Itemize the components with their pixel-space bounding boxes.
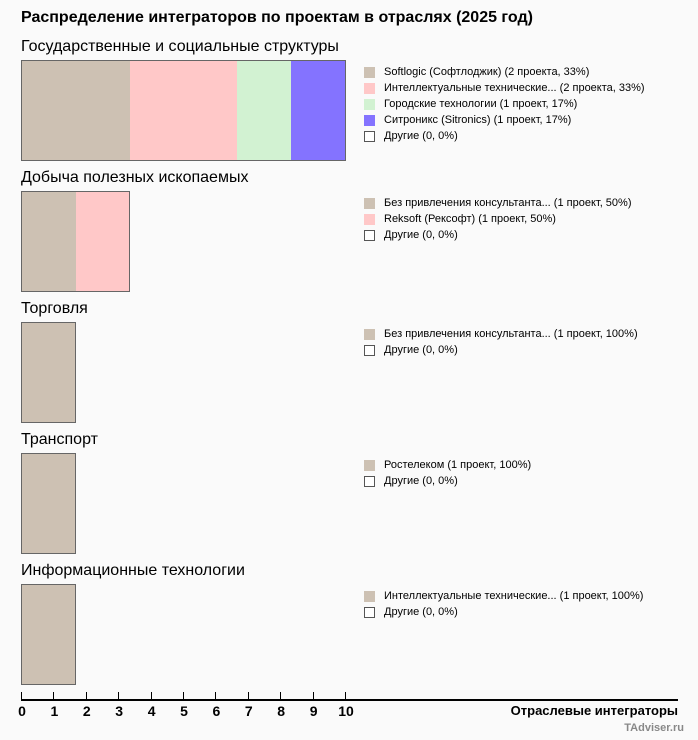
- legend-label: Другие (0, 0%): [384, 606, 458, 618]
- stacked-bar: [21, 584, 76, 685]
- x-tick: [118, 692, 120, 700]
- section-title: Добыча полезных ископаемых: [21, 169, 249, 186]
- legend-swatch: [364, 590, 375, 602]
- x-tick: [215, 692, 217, 700]
- legend-item: Другие (0, 0%): [364, 342, 638, 358]
- legend-item: Без привлечения консультанта... (1 проек…: [364, 326, 638, 342]
- x-tick: [247, 692, 249, 700]
- section-title: Торговля: [21, 300, 88, 317]
- legend-item: Другие (0, 0%): [364, 227, 632, 243]
- legend-label: Другие (0, 0%): [384, 130, 458, 142]
- x-tick: [280, 692, 282, 700]
- legend-label: Ростелеком (1 проект, 100%): [384, 459, 532, 471]
- x-tick: [183, 692, 184, 700]
- section-title: Транспорт: [21, 431, 98, 448]
- x-tick-label: 2: [82, 703, 91, 719]
- chart-title: Распределение интеграторов по проектам в…: [21, 9, 533, 26]
- x-tick-label: 1: [50, 703, 59, 719]
- legend: Интеллектуальные технические... (1 проек…: [364, 588, 643, 620]
- bar-segment[interactable]: [75, 192, 129, 291]
- section-title: Информационные технологии: [21, 562, 245, 579]
- x-tick-label: 3: [115, 703, 124, 719]
- legend-label: Интеллектуальные технические... (2 проек…: [384, 82, 645, 94]
- brand-watermark: TAdviser.ru: [624, 722, 684, 734]
- bar-segment[interactable]: [22, 192, 76, 291]
- legend-label: Softlogic (Софтлоджик) (2 проекта, 33%): [384, 66, 590, 78]
- stacked-bar: [21, 191, 130, 292]
- legend-label: Интеллектуальные технические... (1 проек…: [384, 590, 644, 602]
- legend-swatch: [364, 328, 375, 340]
- legend-swatch: [364, 66, 375, 78]
- legend-item: Ситроникс (Sitronics) (1 проект, 17%): [364, 112, 645, 128]
- legend-item: Softlogic (Софтлоджик) (2 проекта, 33%): [364, 64, 645, 80]
- x-axis: [21, 699, 678, 701]
- x-tick-label: 5: [180, 703, 188, 719]
- x-tick: [312, 692, 314, 700]
- legend-item: Интеллектуальные технические... (2 проек…: [364, 80, 645, 96]
- legend-swatch: [364, 82, 375, 94]
- x-tick-label: 9: [309, 703, 318, 719]
- legend-item: Другие (0, 0%): [364, 604, 643, 620]
- legend-item: Интеллектуальные технические... (1 проек…: [364, 588, 643, 604]
- legend-label: Другие (0, 0%): [384, 475, 458, 487]
- bar-segment[interactable]: [22, 323, 75, 422]
- legend: Ростелеком (1 проект, 100%) Другие (0, 0%…: [364, 457, 531, 489]
- x-tick-label: 8: [277, 703, 286, 719]
- legend-item: Без привлечения консультанта... (1 проек…: [364, 195, 632, 211]
- legend-item: Ростелеком (1 проект, 100%): [364, 457, 531, 473]
- legend-swatch: [364, 344, 375, 356]
- legend-label: Ситроникс (Sitronics) (1 проект, 17%): [384, 114, 572, 126]
- stacked-bar: [21, 60, 346, 161]
- x-tick-label: 0: [18, 703, 26, 719]
- x-tick: [150, 692, 152, 700]
- legend-swatch: [364, 606, 375, 618]
- section-title: Государственные и социальные структуры: [21, 38, 339, 55]
- x-tick: [53, 692, 55, 700]
- x-tick-label: 4: [147, 703, 156, 719]
- legend-swatch: [364, 213, 375, 225]
- bar-segment[interactable]: [237, 61, 292, 160]
- legend-swatch: [364, 197, 375, 209]
- legend-label: Городские технологии (1 проект, 17%): [384, 98, 578, 110]
- stacked-bar: [21, 322, 76, 423]
- legend-swatch: [364, 475, 375, 487]
- legend-label: Другие (0, 0%): [384, 229, 458, 241]
- legend: Без привлечения консультанта... (1 проек…: [364, 326, 638, 358]
- legend-swatch: [364, 114, 375, 126]
- x-tick: [21, 692, 22, 700]
- x-tick: [85, 692, 87, 700]
- bar-segment[interactable]: [22, 585, 75, 684]
- x-tick-label: 6: [212, 703, 221, 719]
- legend-label: Другие (0, 0%): [384, 344, 458, 356]
- legend-item: Другие (0, 0%): [364, 128, 645, 144]
- bar-segment[interactable]: [22, 61, 130, 160]
- stacked-bar: [21, 453, 76, 554]
- legend: Softlogic (Софтлоджик) (2 проекта, 33%) И…: [364, 64, 645, 144]
- legend: Без привлечения консультанта... (1 проек…: [364, 195, 632, 243]
- legend-item: Другие (0, 0%): [364, 473, 531, 489]
- bar-segment[interactable]: [22, 454, 75, 553]
- bar-segment[interactable]: [129, 61, 238, 160]
- legend-swatch: [364, 98, 375, 110]
- legend-item: Reksoft (Рексофт) (1 проект, 50%): [364, 211, 632, 227]
- legend-swatch: [364, 459, 375, 471]
- bar-segment[interactable]: [291, 61, 345, 160]
- x-axis-label: Отраслевые интеграторы: [510, 703, 678, 718]
- legend-label: Без привлечения консультанта... (1 проек…: [384, 328, 638, 340]
- x-tick: [345, 692, 346, 700]
- legend-swatch: [364, 130, 375, 142]
- x-tick-label: 7: [244, 703, 253, 719]
- x-tick-label: 10: [338, 703, 354, 719]
- legend-label: Reksoft (Рексофт) (1 проект, 50%): [384, 213, 556, 225]
- legend-swatch: [364, 229, 375, 241]
- legend-item: Городские технологии (1 проект, 17%): [364, 96, 645, 112]
- legend-label: Без привлечения консультанта... (1 проек…: [384, 197, 632, 209]
